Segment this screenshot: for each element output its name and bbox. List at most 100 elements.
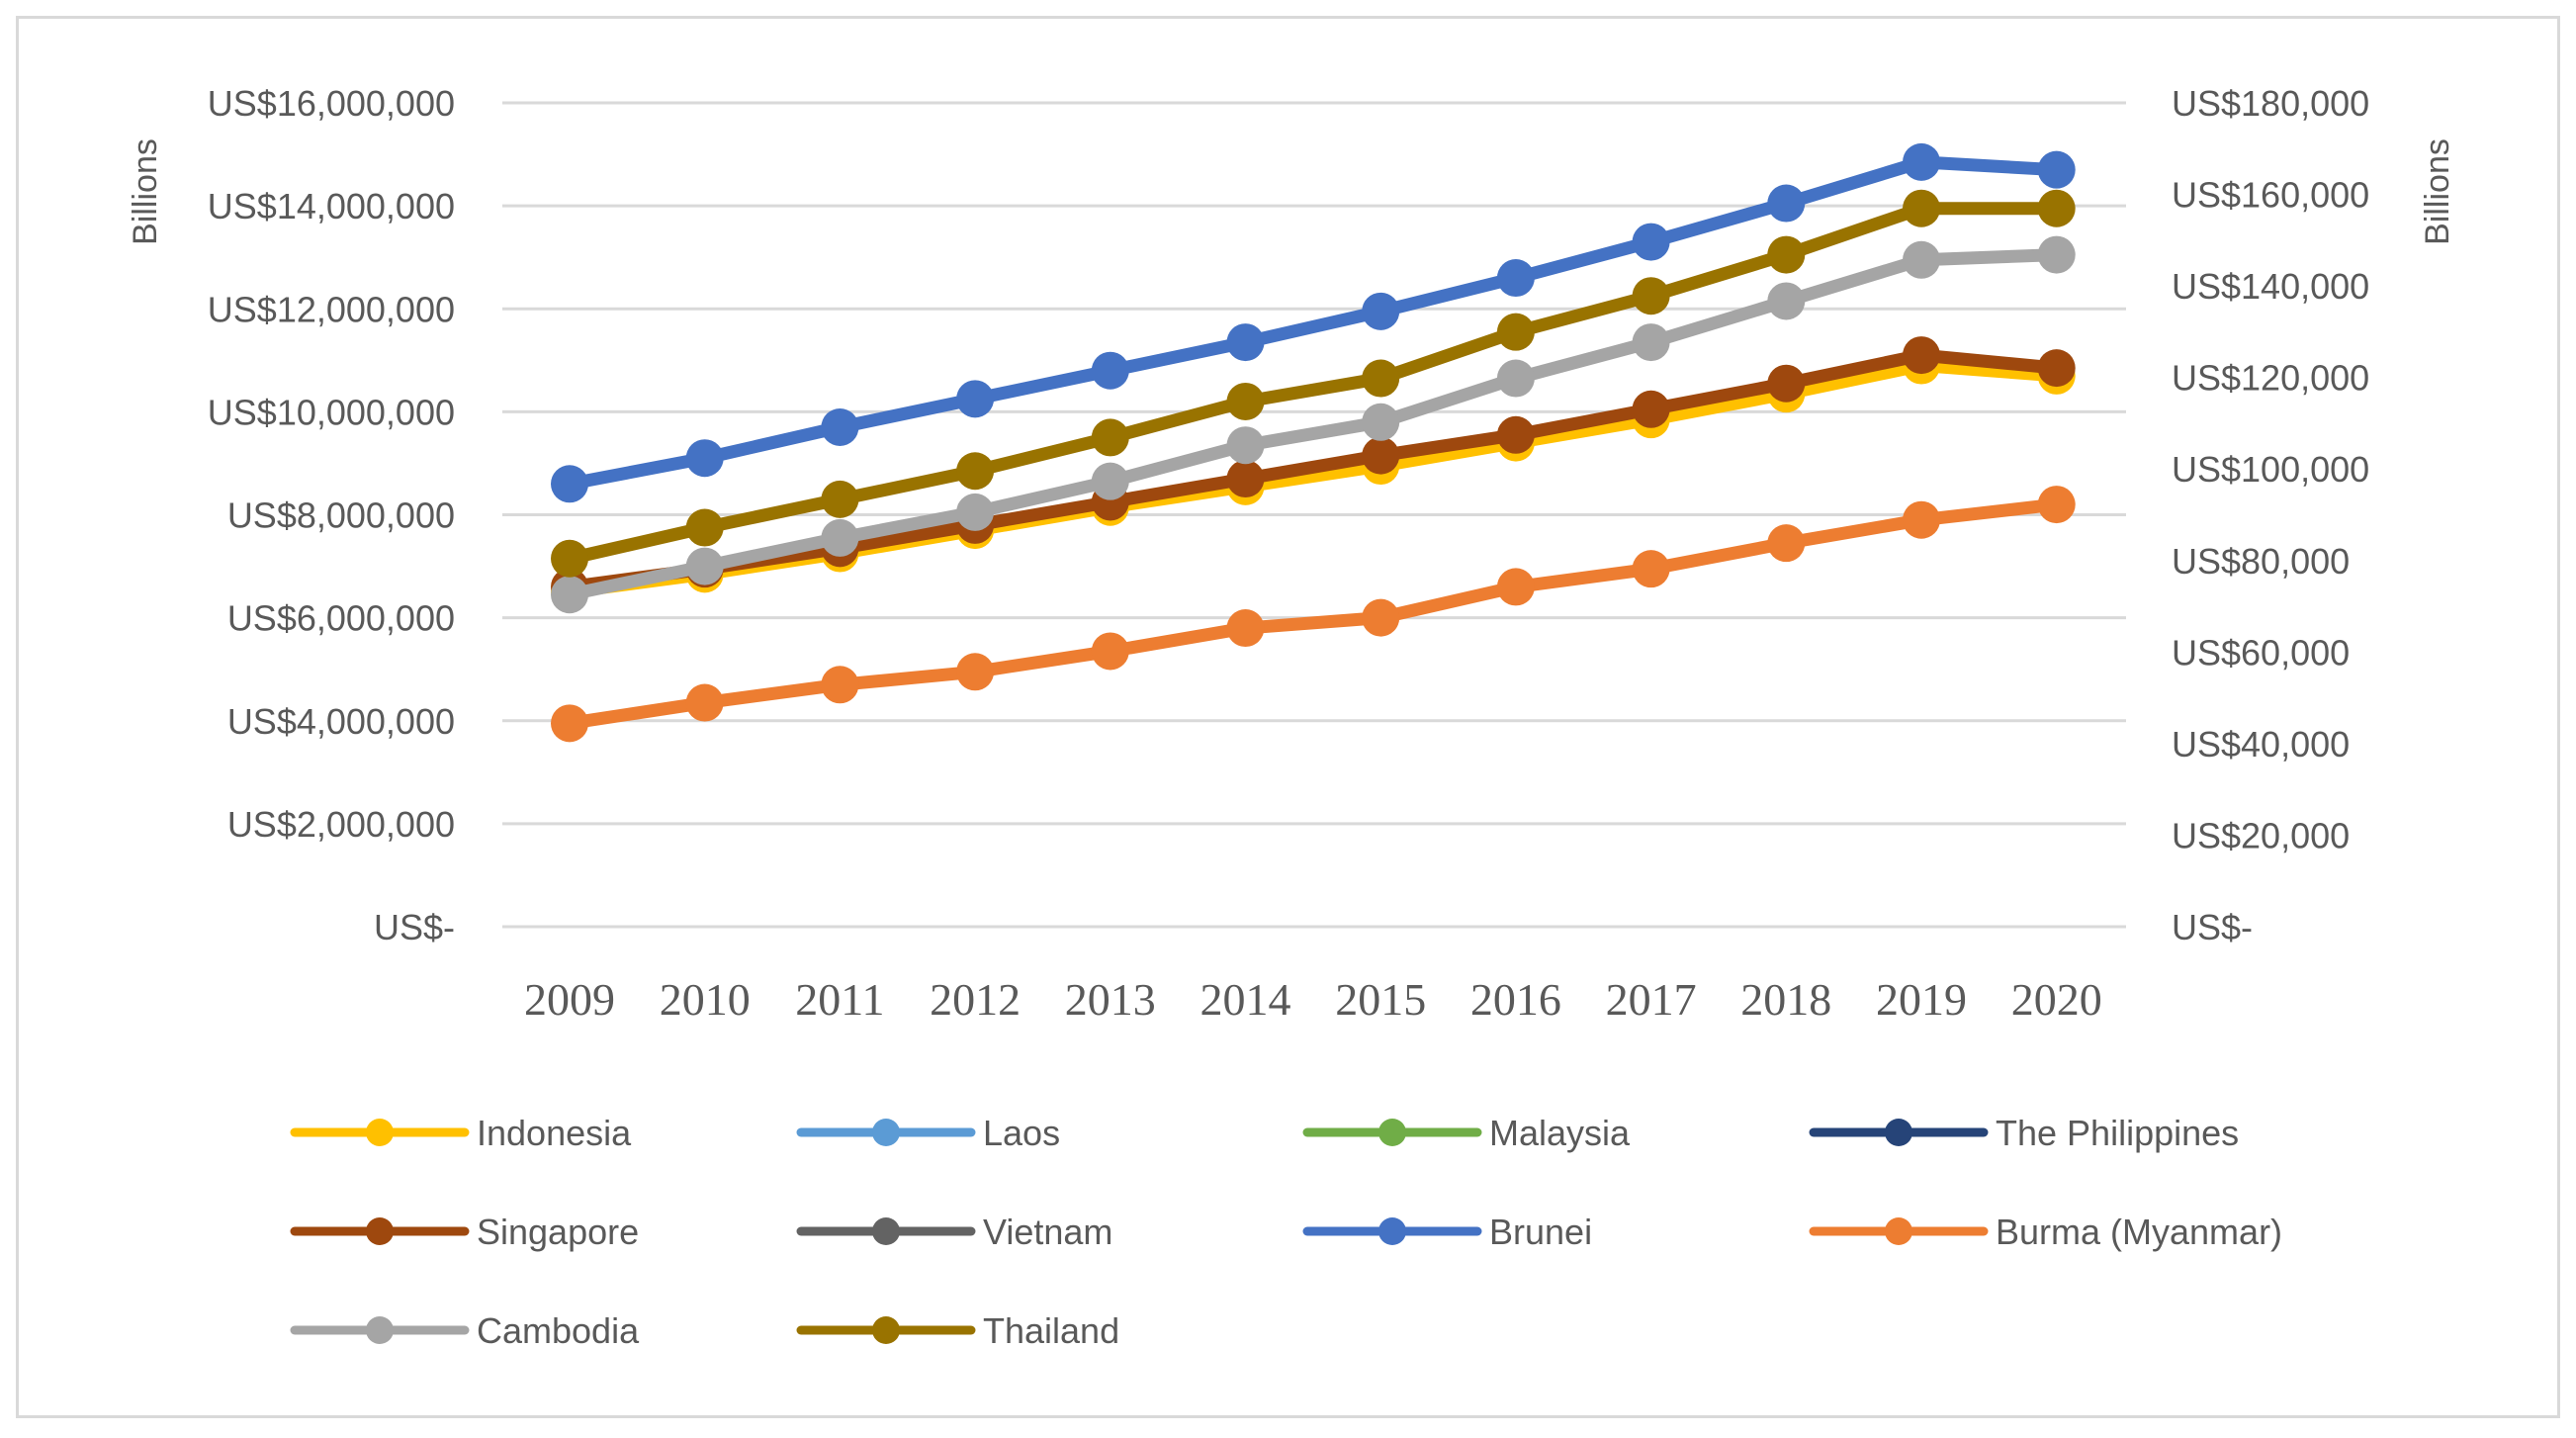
legend-swatch-marker — [1885, 1119, 1912, 1146]
data-point — [821, 666, 859, 704]
left-axis-title: Billions — [127, 138, 164, 245]
right-tick-label: US$180,000 — [2172, 83, 2369, 124]
series-cambodia — [551, 235, 2076, 614]
legend-swatch-marker — [366, 1316, 394, 1344]
x-tick-label: 2010 — [660, 974, 751, 1025]
data-point — [1496, 259, 1535, 298]
legend-item[interactable]: Indonesia — [290, 1113, 632, 1153]
x-tick-label: 2018 — [1740, 974, 1831, 1025]
data-point — [1496, 313, 1535, 351]
data-point — [956, 380, 995, 418]
x-tick-label: 2014 — [1200, 974, 1291, 1025]
data-point — [956, 653, 995, 691]
data-point — [1496, 568, 1535, 606]
legend-item[interactable]: Vietnam — [796, 1212, 1112, 1252]
right-axis-ticks: US$- US$20,000 US$40,000 US$60,000 US$80,000… — [2172, 83, 2369, 947]
data-point — [2037, 235, 2076, 274]
legend-swatch-marker — [872, 1119, 900, 1146]
data-point — [1767, 524, 1806, 563]
legend-label: Thailand — [983, 1310, 1119, 1351]
right-tick-label: US$140,000 — [2172, 266, 2369, 307]
data-point — [551, 576, 588, 614]
left-tick-label: US$2,000,000 — [227, 804, 455, 845]
data-point — [1496, 359, 1535, 398]
x-tick-label: 2016 — [1470, 974, 1561, 1025]
data-point — [1362, 403, 1400, 441]
legend-swatch-marker — [366, 1119, 394, 1146]
legend-item[interactable]: Malaysia — [1302, 1113, 1631, 1153]
data-point — [1091, 418, 1129, 457]
data-point — [956, 493, 995, 531]
left-tick-label: US$16,000,000 — [208, 83, 455, 124]
data-point — [1767, 282, 1806, 320]
legend-label: Cambodia — [477, 1310, 640, 1351]
data-point — [1226, 382, 1265, 420]
data-point — [1362, 436, 1400, 475]
data-point — [1903, 142, 1940, 181]
data-point — [1632, 223, 1670, 261]
series-brunei — [551, 142, 2076, 503]
legend-item[interactable]: Cambodia — [290, 1310, 640, 1351]
right-tick-label: US$80,000 — [2172, 541, 2350, 582]
x-axis-ticks: 2009 2010 2011 2012 2013 2014 2015 2016 2017 2018… — [524, 974, 2102, 1025]
data-point — [1226, 609, 1265, 648]
data-point — [1903, 189, 1940, 227]
data-point — [1767, 184, 1806, 223]
x-tick-label: 2012 — [930, 974, 1021, 1025]
right-tick-label: US$- — [2172, 907, 2253, 947]
left-tick-label: US$12,000,000 — [208, 289, 455, 329]
right-tick-label: US$40,000 — [2172, 724, 2350, 764]
legend-item[interactable]: Thailand — [796, 1310, 1119, 1351]
x-tick-label: 2017 — [1606, 974, 1697, 1025]
left-tick-label: US$8,000,000 — [227, 495, 455, 536]
data-point — [1362, 292, 1400, 330]
data-point — [1767, 364, 1806, 403]
legend-item[interactable]: Singapore — [290, 1212, 639, 1252]
x-tick-label: 2019 — [1876, 974, 1967, 1025]
series-line — [563, 248, 2064, 601]
right-tick-label: US$100,000 — [2172, 449, 2369, 490]
data-point — [956, 452, 995, 491]
legend-label: Laos — [983, 1113, 1060, 1153]
x-tick-label: 2015 — [1335, 974, 1426, 1025]
data-point — [1362, 359, 1400, 398]
legend-item[interactable]: Brunei — [1302, 1212, 1592, 1252]
x-tick-label: 2011 — [795, 974, 884, 1025]
gridlines — [502, 101, 2126, 929]
data-point — [821, 480, 859, 518]
data-point — [551, 704, 588, 743]
data-point — [1903, 500, 1940, 539]
data-point — [551, 539, 588, 578]
data-point — [1903, 336, 1940, 375]
legend-swatch-marker — [872, 1217, 900, 1245]
legend-label: Brunei — [1489, 1212, 1592, 1252]
legend: Indonesia Laos Malaysia The Philippines Sing… — [290, 1113, 2282, 1351]
series-line — [563, 202, 2064, 566]
legend-item[interactable]: Laos — [796, 1113, 1060, 1153]
legend-swatch-marker — [872, 1316, 900, 1344]
right-tick-label: US$160,000 — [2172, 175, 2369, 216]
data-point — [2037, 349, 2076, 388]
legend-label: Burma (Myanmar) — [1996, 1212, 2282, 1252]
legend-item[interactable]: Burma (Myanmar) — [1809, 1212, 2282, 1252]
right-tick-label: US$120,000 — [2172, 358, 2369, 399]
data-point — [2037, 150, 2076, 189]
data-point — [1632, 323, 1670, 362]
data-point — [1632, 277, 1670, 315]
data-point — [1903, 240, 1940, 279]
data-point — [821, 518, 859, 557]
legend-label: Vietnam — [983, 1212, 1112, 1252]
right-tick-label: US$60,000 — [2172, 632, 2350, 673]
series-thailand — [551, 189, 2076, 578]
left-axis-ticks: US$- US$2,000,000 US$4,000,000 US$6,000,000… — [208, 83, 455, 947]
legend-label: The Philippines — [1996, 1113, 2239, 1153]
data-point — [1632, 550, 1670, 588]
x-tick-label: 2020 — [2011, 974, 2102, 1025]
legend-item[interactable]: The Philippines — [1809, 1113, 2239, 1153]
legend-swatch-marker — [1885, 1217, 1912, 1245]
x-tick-label: 2009 — [524, 974, 615, 1025]
data-point — [551, 465, 588, 503]
legend-label: Indonesia — [477, 1113, 632, 1153]
right-tick-label: US$20,000 — [2172, 815, 2350, 855]
